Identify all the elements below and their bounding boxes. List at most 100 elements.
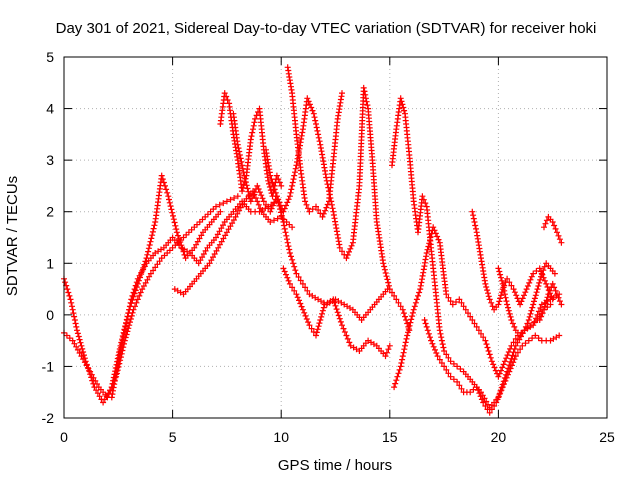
data-point (521, 327, 528, 334)
data-point (495, 393, 502, 400)
data-point (496, 268, 503, 275)
data-point (210, 254, 216, 261)
x-tick-label: 5 (169, 429, 177, 445)
data-point (268, 176, 275, 183)
data-point (266, 180, 272, 187)
data-point (535, 283, 542, 289)
data-point (514, 349, 521, 356)
data-point (404, 332, 411, 339)
data-point (220, 200, 227, 207)
data-point (291, 287, 298, 294)
data-point (144, 276, 151, 283)
data-point (508, 342, 515, 349)
data-point (254, 182, 261, 189)
data-point (173, 226, 180, 233)
data-point (166, 196, 172, 203)
data-point (467, 313, 474, 320)
data-point (504, 352, 511, 359)
data-point (475, 387, 481, 394)
data-point (424, 246, 431, 253)
data-point (239, 201, 246, 208)
data-point (315, 134, 322, 141)
data-point (88, 371, 95, 378)
data-point (280, 265, 287, 272)
data-point (526, 279, 533, 286)
data-point (134, 296, 141, 303)
data-point (439, 341, 446, 348)
data-point (271, 217, 277, 224)
data-point (92, 377, 99, 384)
data-point (202, 247, 209, 254)
data-point (199, 254, 206, 261)
data-point (438, 334, 445, 341)
data-point (243, 182, 250, 189)
data-point (501, 381, 507, 387)
data-point (240, 169, 247, 176)
data-point (276, 199, 283, 206)
data-point (168, 206, 175, 213)
data-point (457, 366, 464, 372)
data-point (159, 176, 166, 183)
data-point (383, 273, 390, 280)
data-point (235, 145, 242, 152)
data-point (208, 257, 215, 264)
data-point (118, 341, 125, 348)
data-point (491, 364, 498, 371)
data-point (260, 198, 267, 205)
data-point (250, 126, 256, 133)
data-point (524, 283, 531, 289)
data-point (472, 222, 479, 229)
data-point (346, 248, 352, 255)
data-point (144, 251, 151, 258)
data-point (475, 327, 482, 334)
data-point (305, 98, 312, 105)
data-point (78, 342, 85, 349)
data-point (150, 225, 157, 232)
data-point (265, 177, 272, 184)
data-point (66, 292, 73, 299)
data-point (315, 323, 322, 330)
data-point (549, 280, 556, 287)
data-point (152, 264, 159, 271)
data-point (499, 280, 506, 287)
data-point (75, 333, 82, 340)
data-point (313, 203, 319, 210)
data-point (543, 217, 550, 224)
data-point (483, 398, 490, 405)
data-point (500, 361, 507, 368)
data-point (499, 384, 506, 391)
data-point (510, 286, 517, 293)
data-point (65, 289, 72, 296)
data-point (424, 327, 431, 334)
data-point (172, 222, 179, 229)
data-point (256, 189, 263, 196)
data-point (316, 320, 323, 327)
data-point (302, 284, 309, 291)
data-point (465, 310, 471, 317)
data-point (125, 310, 132, 317)
data-point (200, 251, 207, 257)
data-point (409, 313, 416, 320)
data-point (347, 245, 354, 252)
data-point (391, 292, 398, 299)
data-point (231, 195, 238, 201)
data-point (320, 304, 327, 311)
data-point (441, 348, 448, 354)
data-point (304, 95, 311, 102)
data-point (289, 224, 296, 231)
data-point (429, 340, 436, 347)
data-point (124, 317, 130, 323)
data-point (543, 280, 550, 287)
data-point (298, 303, 305, 310)
data-point (546, 287, 553, 294)
data-point (147, 238, 154, 245)
y-tick-label: 0 (46, 307, 54, 323)
data-point (348, 242, 355, 249)
data-point (339, 90, 345, 97)
data-point (83, 362, 90, 369)
data-point (221, 90, 228, 97)
data-point (290, 260, 297, 267)
y-tick-label: 4 (46, 101, 54, 117)
data-point (443, 366, 450, 373)
data-point (81, 359, 88, 366)
